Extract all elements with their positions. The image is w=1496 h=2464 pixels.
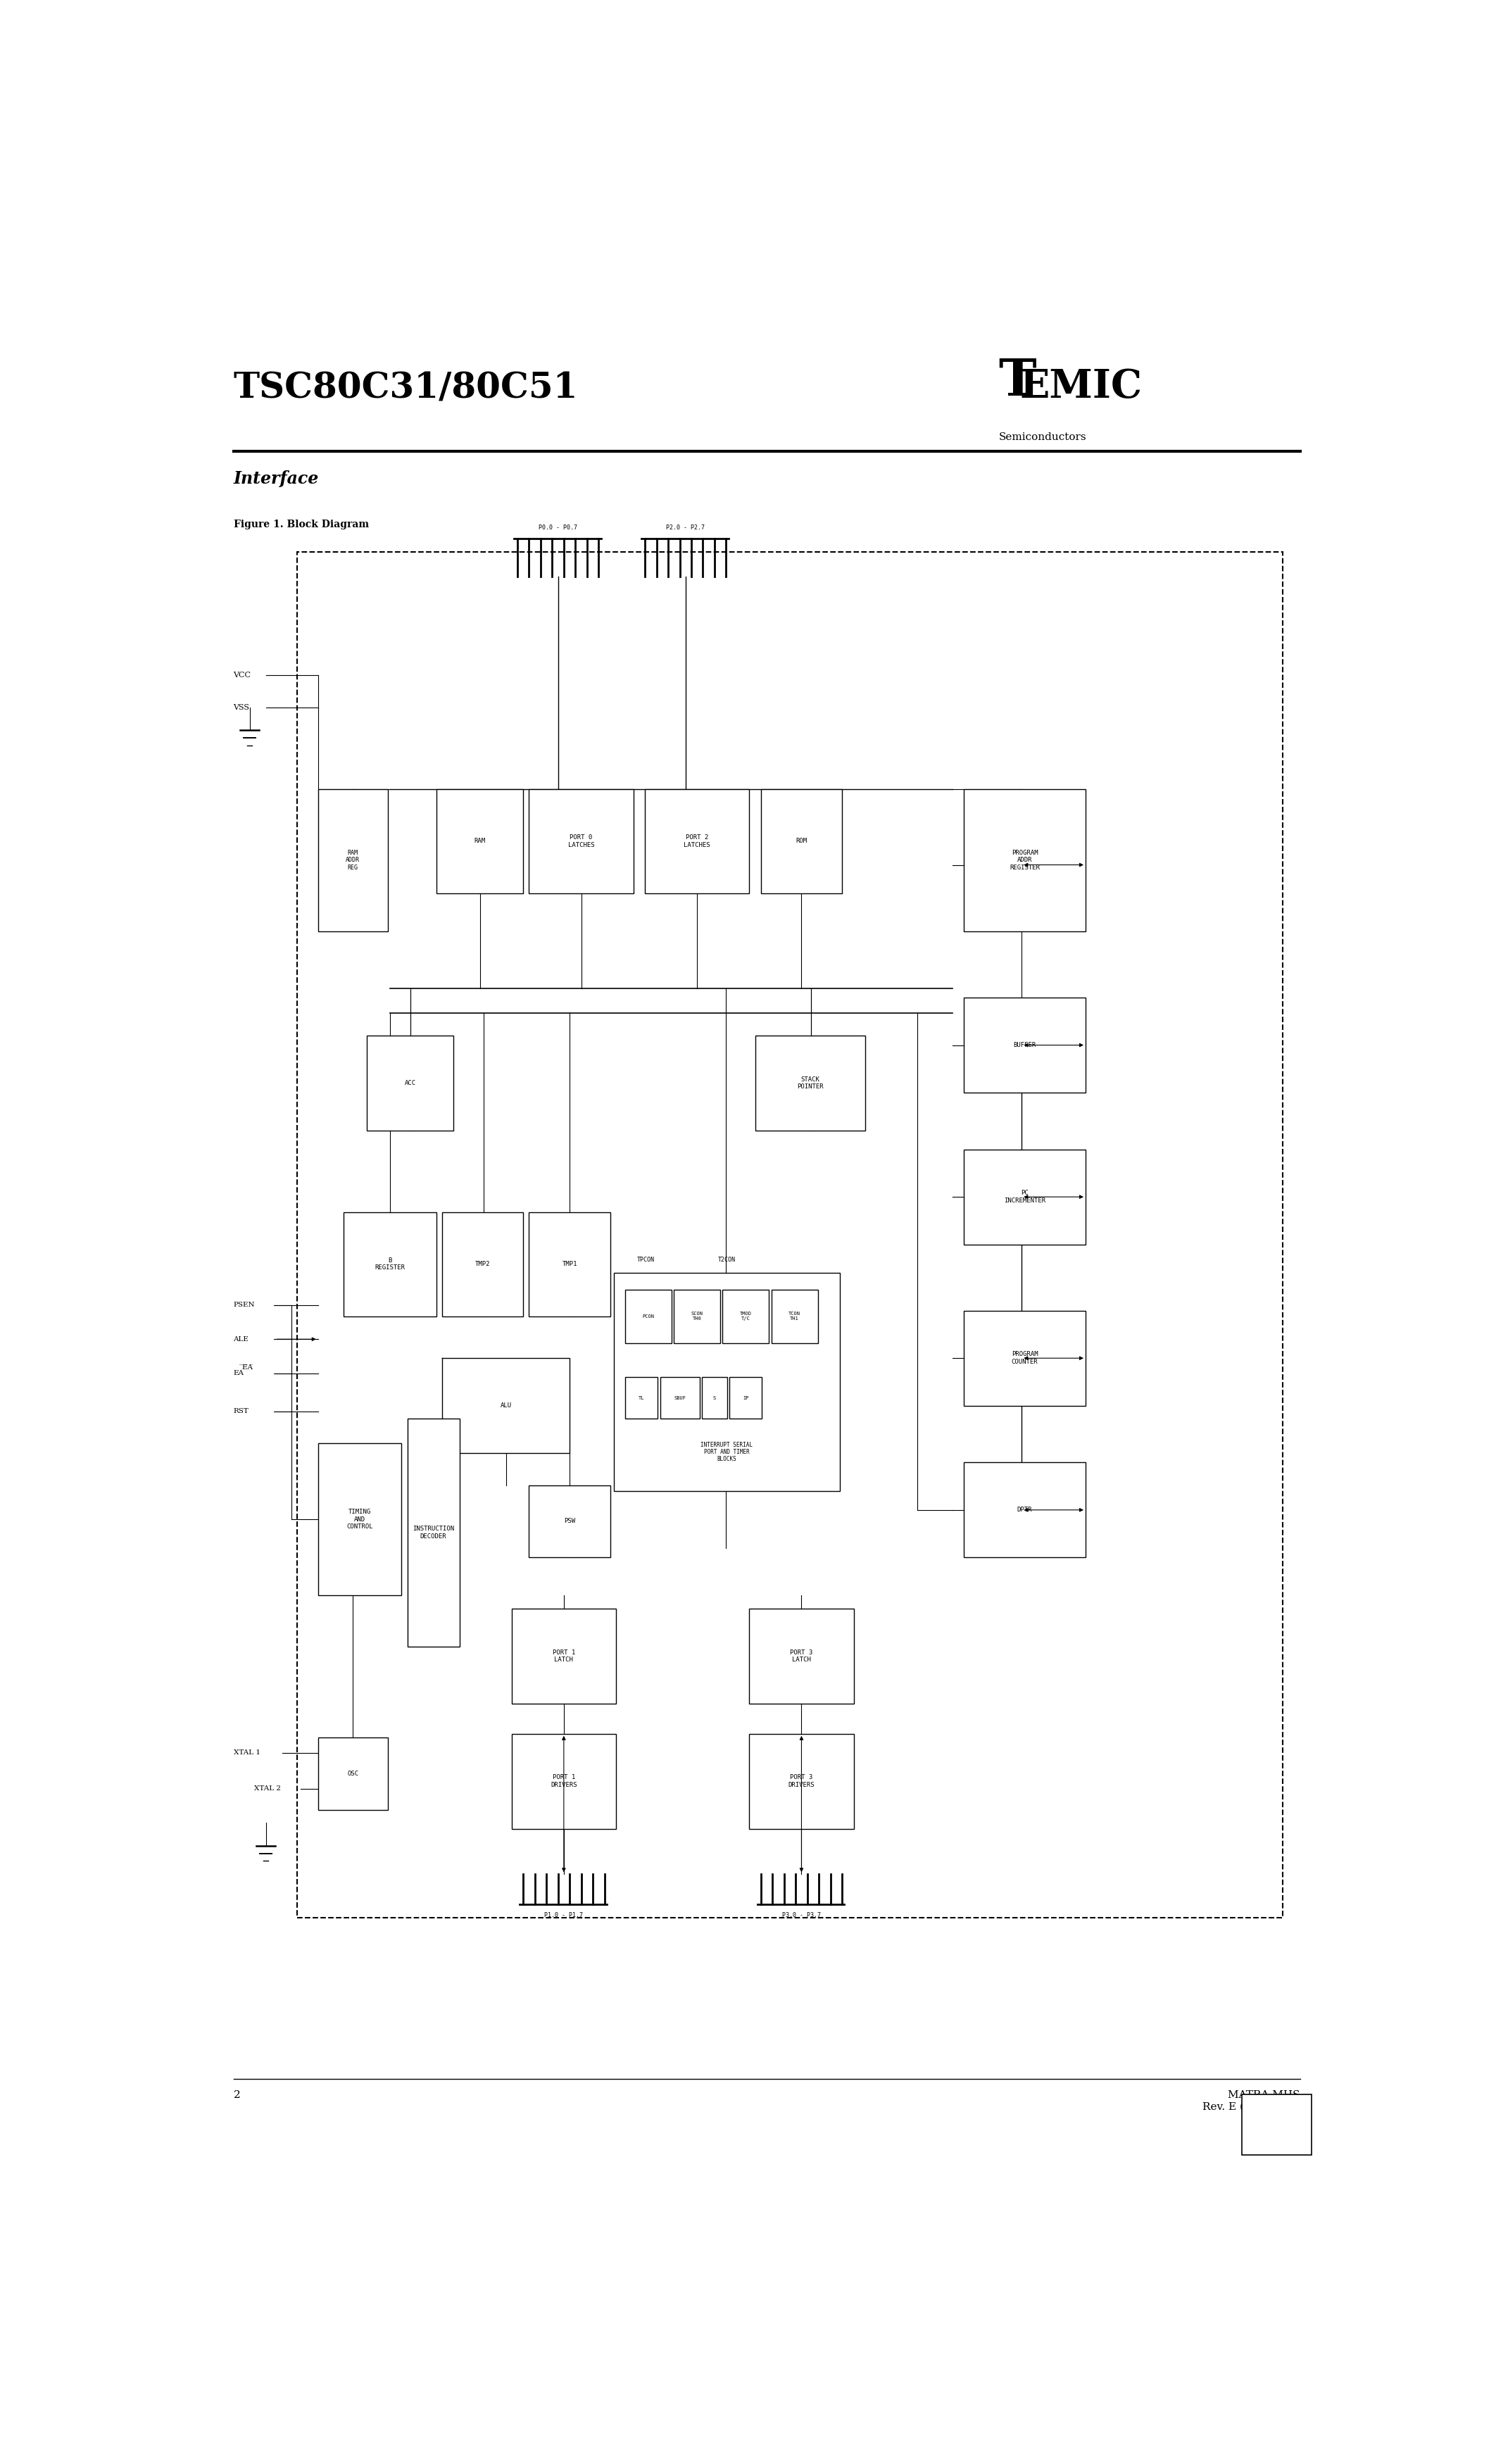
- Text: PC
INCREMENTER: PC INCREMENTER: [1004, 1190, 1046, 1205]
- Text: ACC: ACC: [404, 1079, 416, 1087]
- Text: TL: TL: [639, 1397, 645, 1400]
- Text: ALE: ALE: [233, 1335, 248, 1343]
- Bar: [645, 788, 749, 894]
- Text: Interface: Interface: [233, 471, 319, 488]
- Text: P0.0 - P0.7: P0.0 - P0.7: [539, 525, 577, 530]
- Text: VCC: VCC: [233, 673, 251, 678]
- Bar: [443, 1358, 570, 1454]
- Bar: [443, 1212, 524, 1316]
- Text: MATRA MHS
Rev. E (14 Jan.97): MATRA MHS Rev. E (14 Jan.97): [1203, 2089, 1300, 2112]
- Bar: [772, 1289, 818, 1343]
- Text: TIMING
AND
CONTROL: TIMING AND CONTROL: [347, 1508, 373, 1530]
- Bar: [530, 788, 633, 894]
- Text: PSEN: PSEN: [233, 1301, 254, 1308]
- Bar: [730, 1377, 761, 1419]
- Text: XTAL 2: XTAL 2: [254, 1786, 281, 1791]
- Text: PORT 3
DRIVERS: PORT 3 DRIVERS: [788, 1774, 815, 1789]
- Text: BUFFER: BUFFER: [1013, 1042, 1037, 1047]
- Text: TCON
TH1: TCON TH1: [788, 1311, 800, 1321]
- Text: TMP2: TMP2: [476, 1262, 491, 1266]
- Bar: [319, 1737, 387, 1809]
- Text: VSS: VSS: [233, 705, 250, 712]
- Text: ROM: ROM: [796, 838, 808, 845]
- Bar: [702, 1377, 727, 1419]
- Text: RST: RST: [233, 1407, 248, 1414]
- Text: PORT 1
LATCH: PORT 1 LATCH: [552, 1648, 574, 1663]
- Bar: [673, 1289, 721, 1343]
- Text: P1.0 - P1.7: P1.0 - P1.7: [545, 1912, 583, 1919]
- Bar: [298, 552, 1282, 1917]
- Text: T: T: [999, 357, 1037, 407]
- Bar: [367, 1035, 453, 1131]
- Bar: [761, 788, 842, 894]
- Bar: [660, 1377, 700, 1419]
- Text: IP: IP: [744, 1397, 749, 1400]
- Text: PORT 2
LATCHES: PORT 2 LATCHES: [684, 835, 711, 848]
- Bar: [613, 1274, 839, 1491]
- Text: PORT 3
LATCH: PORT 3 LATCH: [790, 1648, 812, 1663]
- Text: ̅E̅A̅: ̅E̅A̅: [242, 1365, 253, 1370]
- Text: 2: 2: [233, 2089, 241, 2099]
- Bar: [963, 998, 1086, 1092]
- Text: TMP1: TMP1: [562, 1262, 577, 1266]
- Text: TMOD
T/C: TMOD T/C: [741, 1311, 752, 1321]
- Text: OSC: OSC: [347, 1772, 359, 1777]
- Text: Figure 1. Block Diagram: Figure 1. Block Diagram: [233, 520, 368, 530]
- Text: PROGRAM
ADDR
REGISTER: PROGRAM ADDR REGISTER: [1010, 850, 1040, 870]
- Text: RAM
ADDR
REG: RAM ADDR REG: [346, 850, 361, 870]
- Text: ALU: ALU: [500, 1402, 512, 1409]
- Text: SBUF: SBUF: [673, 1397, 685, 1400]
- Text: EMIC: EMIC: [1019, 367, 1141, 407]
- Text: XTAL 1: XTAL 1: [233, 1749, 260, 1757]
- Bar: [530, 1212, 610, 1316]
- Text: P3.0 - P3.7: P3.0 - P3.7: [782, 1912, 821, 1919]
- Text: PCON: PCON: [642, 1313, 654, 1318]
- Bar: [319, 788, 387, 931]
- Bar: [963, 1148, 1086, 1244]
- Text: PSW: PSW: [564, 1518, 576, 1525]
- Bar: [963, 1311, 1086, 1404]
- Bar: [512, 1735, 616, 1828]
- Text: Semiconductors: Semiconductors: [999, 431, 1086, 441]
- Bar: [963, 1464, 1086, 1557]
- Bar: [723, 1289, 769, 1343]
- Bar: [625, 1377, 658, 1419]
- Bar: [407, 1419, 459, 1646]
- Bar: [344, 1212, 437, 1316]
- Text: S: S: [714, 1397, 717, 1400]
- Text: B
REGISTER: B REGISTER: [375, 1257, 405, 1271]
- Text: PORT 0
LATCHES: PORT 0 LATCHES: [568, 835, 594, 848]
- Bar: [625, 1289, 672, 1343]
- Bar: [749, 1735, 854, 1828]
- Bar: [755, 1035, 865, 1131]
- Bar: [963, 788, 1086, 931]
- Text: STACK
POINTER: STACK POINTER: [797, 1077, 823, 1089]
- Text: TPCON: TPCON: [637, 1257, 654, 1264]
- Text: DPTR: DPTR: [1017, 1508, 1032, 1513]
- Text: PORT 1
DRIVERS: PORT 1 DRIVERS: [551, 1774, 577, 1789]
- Bar: [530, 1486, 610, 1557]
- Text: TSC80C31/80C51: TSC80C31/80C51: [233, 372, 577, 407]
- Text: INSTRUCTION
DECODER: INSTRUCTION DECODER: [413, 1525, 455, 1540]
- Bar: [512, 1609, 616, 1703]
- Text: INTERRUPT SERIAL
PORT AND TIMER
BLOCKS: INTERRUPT SERIAL PORT AND TIMER BLOCKS: [700, 1441, 752, 1464]
- Text: SCON
TH0: SCON TH0: [691, 1311, 703, 1321]
- Text: T2CON: T2CON: [718, 1257, 736, 1264]
- Text: RAM: RAM: [474, 838, 485, 845]
- Bar: [319, 1444, 401, 1594]
- Text: P2.0 - P2.7: P2.0 - P2.7: [666, 525, 705, 530]
- Bar: [1242, 2094, 1312, 2156]
- Bar: [437, 788, 524, 894]
- Text: PROGRAM
COUNTER: PROGRAM COUNTER: [1011, 1350, 1038, 1365]
- Bar: [749, 1609, 854, 1703]
- Text: EA: EA: [233, 1370, 244, 1377]
